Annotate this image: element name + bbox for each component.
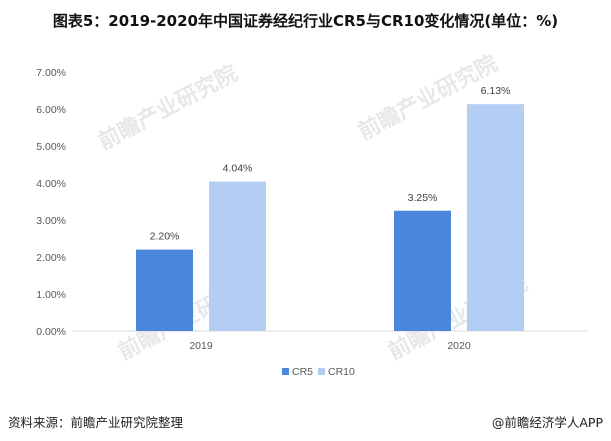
brand-credit: @前瞻经济学人APP xyxy=(491,415,603,430)
data-label: 2.20% xyxy=(150,231,180,243)
bar-cr5-2020 xyxy=(394,210,451,331)
legend-label-cr5: CR5 xyxy=(292,366,313,378)
data-label: 6.13% xyxy=(481,85,511,97)
bar-cr10-2019 xyxy=(209,181,266,331)
chart-area: 0.00% 1.00% 2.00% 3.00% 4.00% 5.00% 6.00% 7.00%… xyxy=(0,40,611,400)
x-tick-label: 2020 xyxy=(447,340,471,352)
legend-label-cr10: CR10 xyxy=(328,366,355,378)
legend-swatch-cr10 xyxy=(318,368,325,375)
chart-title: 图表5：2019-2020年中国证券经纪行业CR5与CR10变化情况(单位：%) xyxy=(52,12,559,30)
data-label: 4.04% xyxy=(223,163,253,175)
legend-swatch-cr5 xyxy=(282,368,289,375)
bar-chart: 0.00% 1.00% 2.00% 3.00% 4.00% 5.00% 6.00% 7.00%… xyxy=(36,67,588,378)
y-tick-label: 0.00% xyxy=(36,326,66,338)
y-tick-label: 1.00% xyxy=(36,289,66,301)
y-tick-label: 5.00% xyxy=(36,141,66,153)
source-note: 资料来源：前瞻产业研究院整理 xyxy=(8,415,184,430)
bar-cr5-2019 xyxy=(136,249,193,331)
y-tick-label: 6.00% xyxy=(36,104,66,116)
y-tick-label: 7.00% xyxy=(36,67,66,79)
bar-cr10-2020 xyxy=(467,104,524,331)
data-label: 3.25% xyxy=(408,192,438,204)
y-tick-label: 2.00% xyxy=(36,252,66,264)
y-tick-label: 3.00% xyxy=(36,215,66,227)
y-tick-label: 4.00% xyxy=(36,178,66,190)
x-tick-label: 2019 xyxy=(189,340,213,352)
